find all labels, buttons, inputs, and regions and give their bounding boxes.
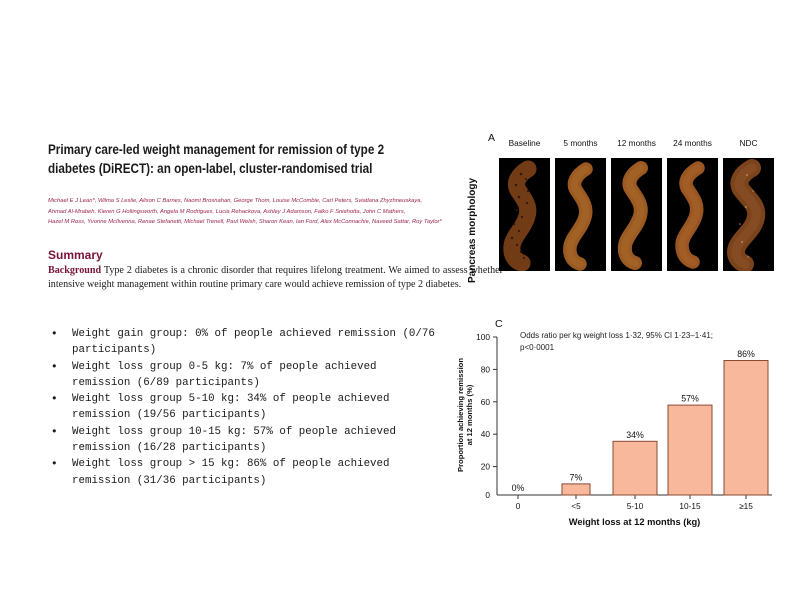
svg-text:60: 60	[481, 397, 491, 407]
svg-text:7%: 7%	[570, 473, 583, 483]
svg-text:100: 100	[476, 332, 490, 342]
svg-text:≥15: ≥15	[739, 501, 753, 511]
svg-text:0: 0	[516, 501, 521, 511]
svg-text:5-10: 5-10	[627, 501, 644, 511]
svg-text:<5: <5	[571, 501, 581, 511]
svg-text:10-15: 10-15	[679, 501, 701, 511]
svg-text:0%: 0%	[512, 483, 525, 493]
svg-text:80: 80	[481, 364, 491, 374]
svg-text:40: 40	[481, 429, 491, 439]
svg-text:0: 0	[485, 490, 490, 500]
svg-text:57%: 57%	[681, 394, 699, 404]
svg-text:34%: 34%	[626, 430, 644, 440]
svg-text:86%: 86%	[737, 349, 755, 359]
svg-text:20: 20	[481, 462, 491, 472]
